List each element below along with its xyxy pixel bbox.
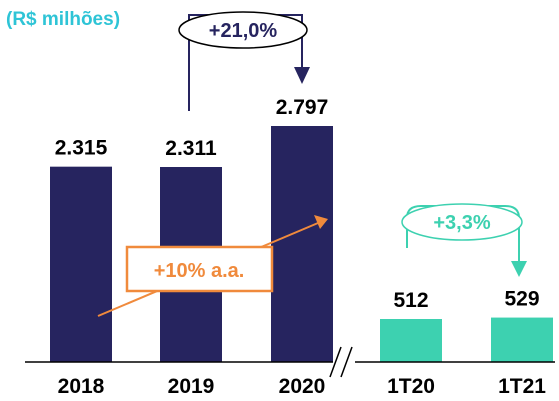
value-label-2018: 2.315 [55, 137, 108, 160]
bar-1t20 [380, 319, 442, 362]
category-label-1t20: 1T20 [387, 375, 435, 398]
axis-break [329, 346, 355, 378]
value-label-2019: 2.311 [165, 137, 217, 160]
category-label-2018: 2018 [58, 375, 105, 398]
value-label-1t20: 512 [393, 289, 428, 312]
category-label-1t21: 1T21 [498, 375, 546, 398]
growth-annotation-annual: +21,0% [178, 11, 310, 111]
category-label-2020: 2020 [279, 375, 326, 398]
cagr-label: +10% a.a. [154, 260, 245, 282]
growth-label-annual: +21,0% [209, 20, 278, 42]
cagr-annotation: +10% a.a. [97, 215, 328, 317]
value-label-2020: 2.797 [276, 96, 329, 119]
bar-1t21 [491, 317, 553, 362]
growth-annotation-quarterly: +3,3% [401, 203, 527, 277]
value-label-1t21: 529 [504, 288, 539, 311]
unit-label: (R$ milhões) [6, 9, 121, 30]
category-label-2019: 2019 [168, 375, 215, 398]
bar-2020 [271, 126, 333, 362]
growth-label-quarterly: +3,3% [433, 212, 490, 234]
bar-2018 [50, 166, 112, 362]
